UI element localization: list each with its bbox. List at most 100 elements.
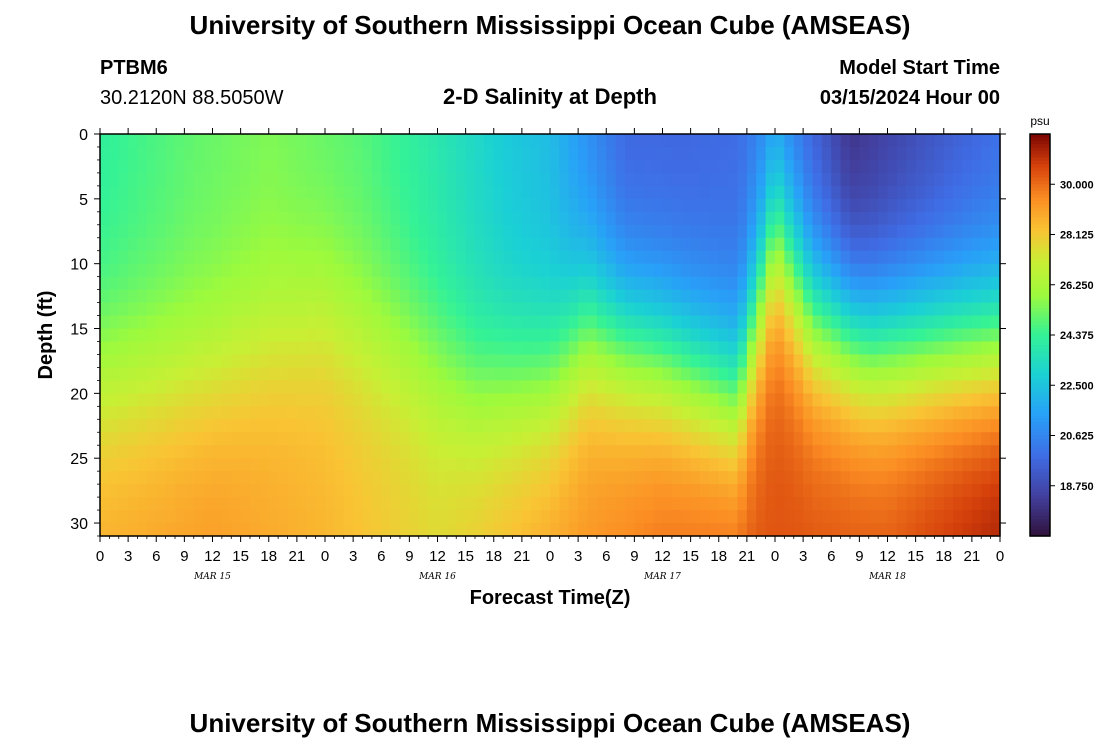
heatmap-cell [784,341,795,356]
heatmap-cell [456,523,467,537]
heatmap-cell [250,523,260,537]
heatmap-cell [268,510,279,524]
heatmap-cell [484,458,495,472]
heatmap-cell [540,302,551,317]
heatmap-cell [109,211,120,226]
heatmap-cell [915,224,926,239]
heatmap-cell [653,198,664,213]
heatmap-cell [803,237,814,252]
heatmap-cell [709,146,720,161]
heatmap-cell [221,523,232,537]
heatmap-cell [428,432,439,446]
heatmap-cell [690,263,701,278]
heatmap-cell [746,328,757,343]
colorbar-segment [1030,368,1050,373]
heatmap-cell [812,406,823,420]
heatmap-cell [925,432,935,446]
heatmap-cell [981,445,992,459]
heatmap-cell [550,276,560,291]
heatmap-cell [531,445,542,459]
heatmap-cell [925,523,935,537]
heatmap-cell [850,458,860,472]
heatmap-cell [465,172,476,187]
heatmap-cell [596,198,607,213]
heatmap-cell [765,471,776,485]
heatmap-cell [709,263,720,278]
heatmap-cell [203,354,214,369]
heatmap-cell [503,471,514,485]
heatmap-cell [100,458,110,472]
heatmap-cell [381,315,392,330]
heatmap-cell [625,211,635,226]
heatmap-cell [259,224,270,239]
heatmap-cell [606,458,617,472]
heatmap-cell [793,471,804,485]
heatmap-cell [943,393,954,407]
heatmap-cell [887,523,898,537]
heatmap-cell [100,172,110,187]
heatmap-cell [456,185,467,200]
heatmap-cell [737,211,748,226]
heatmap-cell [221,341,232,356]
heatmap-cell [409,237,420,252]
heatmap-cell [981,471,992,485]
heatmap-cell [971,497,982,511]
heatmap-cell [371,134,382,148]
heatmap-cell [465,484,476,498]
heatmap-cell [653,289,664,304]
heatmap-cell [484,419,495,433]
heatmap-cell [456,406,467,420]
heatmap-cell [418,134,429,148]
heatmap-cell [681,289,692,304]
heatmap-cell [371,263,382,278]
heatmap-cell [240,302,251,317]
heatmap-cell [343,471,354,485]
heatmap-cell [268,211,279,226]
heatmap-cell [100,134,110,148]
heatmap-cell [681,523,692,537]
heatmap-cell [634,211,645,226]
heatmap-cells [100,134,1001,537]
heatmap-cell [184,237,195,252]
heatmap-cell [128,159,139,174]
heatmap-cell [840,315,851,330]
heatmap-cell [606,146,617,161]
colorbar-segment [1030,489,1050,494]
colorbar-segment [1030,388,1050,393]
heatmap-cell [240,211,251,226]
heatmap-cell [240,198,251,213]
heatmap-cell [803,523,814,537]
heatmap-cell [793,250,804,265]
heatmap-cell [578,419,589,433]
heatmap-cell [906,341,917,356]
heatmap-cell [850,237,860,252]
heatmap-cell [681,211,692,226]
heatmap-cell [456,237,467,252]
heatmap-cell [503,432,514,446]
heatmap-cell [756,146,767,161]
heatmap-cell [690,497,701,511]
heatmap-cell [306,224,317,239]
x-tick-label: 12 [204,548,221,565]
heatmap-cell [690,315,701,330]
heatmap-cell [128,250,139,265]
heatmap-cell [390,458,401,472]
heatmap-cell [493,484,504,498]
heatmap-cell [943,341,954,356]
heatmap-cell [568,250,579,265]
heatmap-cell [775,134,785,148]
heatmap-cell [278,510,289,524]
heatmap-cell [250,172,260,187]
heatmap-cell [896,263,907,278]
heatmap-cell [231,224,242,239]
heatmap-cell [175,159,185,174]
heatmap-cell [765,263,776,278]
heatmap-cell [343,302,354,317]
heatmap-cell [596,445,607,459]
heatmap-cell [990,484,1001,498]
heatmap-cell [625,276,635,291]
heatmap-cell [625,263,635,278]
heatmap-cell [840,393,851,407]
heatmap-cell [100,484,110,498]
heatmap-cell [334,354,345,369]
